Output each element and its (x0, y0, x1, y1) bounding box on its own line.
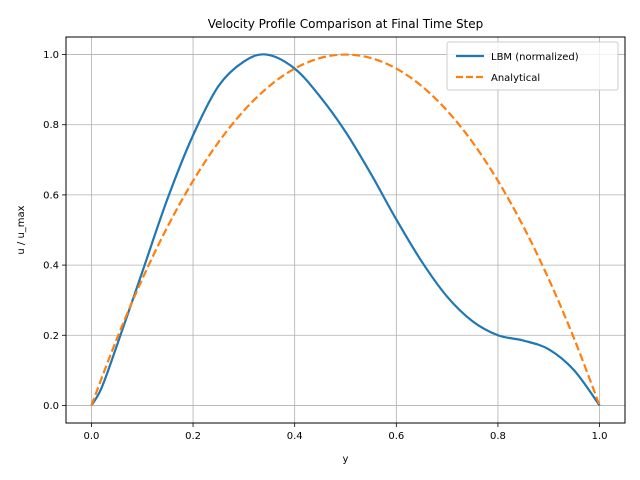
y-tick-label: 1.0 (43, 50, 59, 61)
plot-frame (65, 36, 626, 424)
x-tick-label: 0.8 (490, 431, 506, 442)
x-ticks: 0.0 0.2 0.4 0.6 0.8 1.0 (83, 423, 608, 442)
series-layer (90, 53, 601, 407)
y-ticks: 0.0 0.2 0.4 0.6 0.8 1.0 (43, 50, 66, 412)
y-tick-label: 0.4 (43, 261, 59, 272)
x-tick-label: 0.6 (388, 431, 404, 442)
y-tick-label: 0.6 (43, 190, 59, 201)
x-tick-label: 0.4 (287, 431, 303, 442)
legend-label-lbm: LBM (normalized) (491, 52, 579, 63)
legend-label-analytical: Analytical (491, 73, 540, 84)
grid (66, 37, 625, 423)
x-tick-label: 1.0 (592, 431, 608, 442)
chart-title: Velocity Profile Comparison at Final Tim… (208, 17, 484, 31)
y-tick-label: 0.2 (43, 331, 59, 342)
series-line-analytical (90, 53, 601, 406)
x-tick-label: 0.0 (83, 431, 99, 442)
x-axis-label: y (343, 454, 349, 465)
y-tick-label: 0.8 (43, 120, 59, 131)
y-tick-label: 0.0 (43, 401, 59, 412)
legend: LBM (normalized) Analytical (446, 41, 619, 91)
series-line-lbm (90, 53, 601, 407)
legend-box (446, 41, 619, 91)
x-tick-label: 0.2 (185, 431, 201, 442)
y-axis-label: u / u_max (16, 205, 27, 254)
